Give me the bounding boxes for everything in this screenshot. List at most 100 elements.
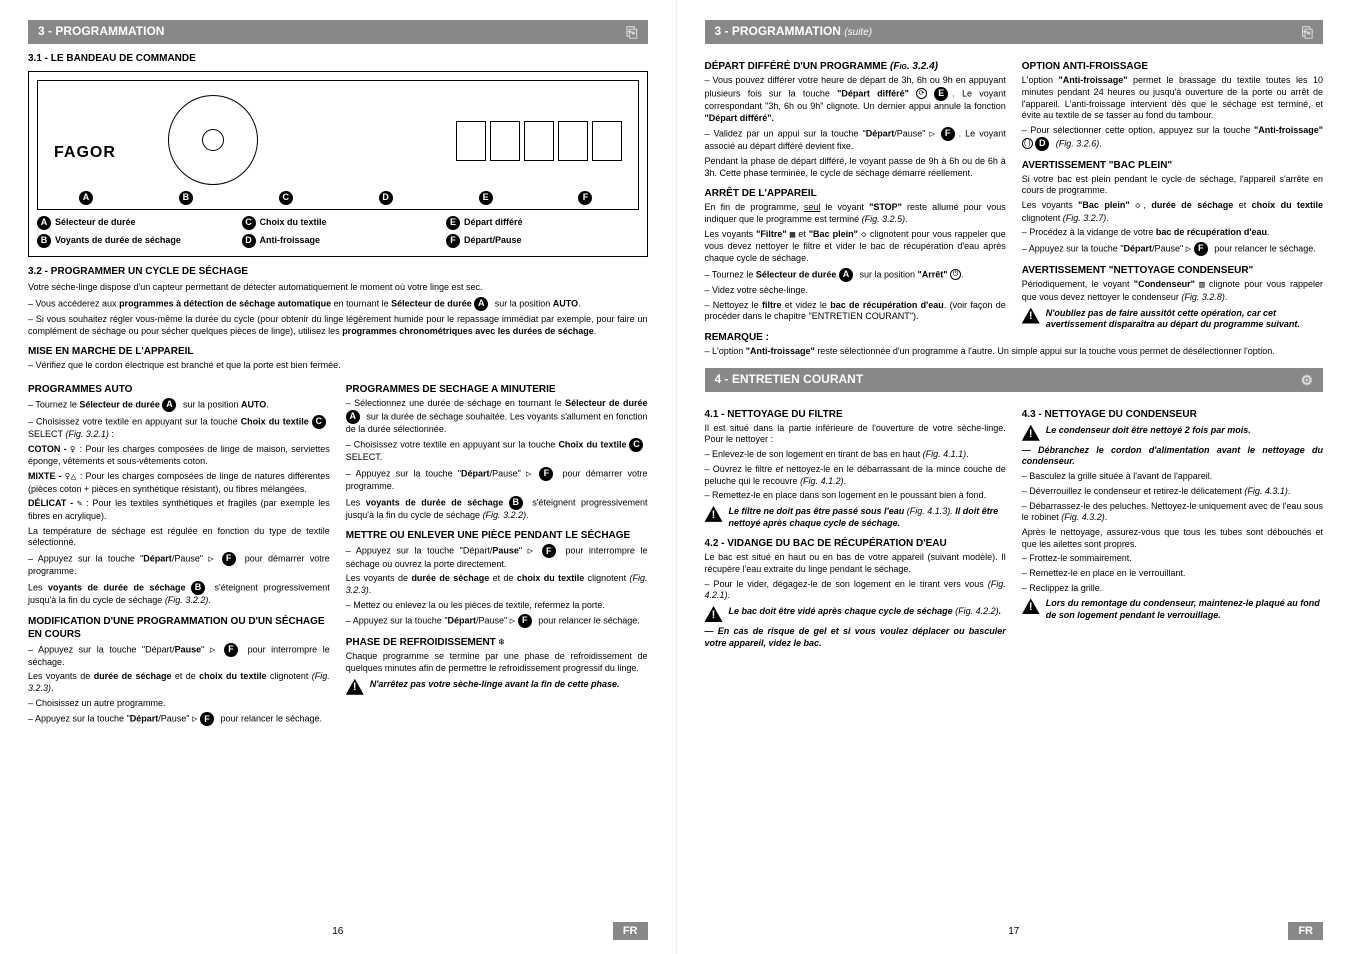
- p41-3: – Ouvrez le filtre et nettoyez-le en le …: [705, 464, 1006, 487]
- play-icon: ▷: [528, 547, 537, 557]
- button-cluster: [456, 121, 622, 161]
- piece-p2: Les voyants de durée de séchage et de ch…: [346, 573, 648, 596]
- anticrease-icon: ( ): [1022, 138, 1033, 149]
- cond-title: AVERTISSEMENT "NETTOYAGE CONDENSEUR": [1022, 264, 1323, 277]
- w43b: Lors du remontage du condenseur, mainten…: [1022, 598, 1323, 621]
- badge-c: C: [279, 191, 293, 205]
- cond-p1: Périodiquement, le voyant "Condenseur" ▥…: [1022, 279, 1323, 303]
- p42-3: — En cas de risque de gel et si vous vou…: [705, 626, 1006, 649]
- auto-title: PROGRAMMES AUTO: [28, 383, 330, 396]
- min-p3: – Appuyez sur la touche "Départ/Pause" ▷…: [346, 467, 648, 493]
- header-4-title: 4 - ENTRETIEN COURANT: [715, 372, 864, 388]
- legend-e: EDépart différé: [446, 216, 639, 230]
- duration-dial: [168, 95, 258, 185]
- bac-title: AVERTISSEMENT "BAC PLEIN": [1022, 159, 1323, 172]
- play-icon: ▷: [210, 645, 219, 655]
- min-p2: – Choisissez votre textile en appuyant s…: [346, 438, 648, 464]
- cond-warning: N'oubliez pas de faire aussitôt cette op…: [1022, 308, 1323, 331]
- maintenance-icon: ⚙: [1300, 371, 1313, 389]
- bac-p2: Les voyants "Bac plein" ◇, durée de séch…: [1022, 200, 1323, 224]
- badge-a-inline: A: [474, 297, 488, 311]
- legend-a: ASélecteur de durée: [37, 216, 230, 230]
- rem-title: REMARQUE :: [705, 331, 1006, 344]
- mixte: MIXTE - ♀△ : Pour les charges composées …: [28, 471, 330, 495]
- auto-p2: – Choisissez votre textile en appuyant s…: [28, 415, 330, 441]
- arr-p5: – Nettoyez le filtre et videz le bac de …: [705, 300, 1006, 323]
- right-two-col-2: 4.1 - NETTOYAGE DU FILTRE Il est situé d…: [705, 400, 1324, 653]
- power-icon: ⏻: [950, 269, 961, 280]
- badge-d: D: [379, 191, 393, 205]
- panel-btn: [558, 121, 588, 161]
- warning-icon: [1022, 308, 1040, 324]
- s4-col-r: 4.3 - NETTOYAGE DU CONDENSEUR Le condens…: [1022, 400, 1323, 653]
- legend-b: BVoyants de durée de séchage: [37, 234, 230, 248]
- snowflake-icon: ❄: [499, 637, 505, 648]
- header-3-right: 3 - PROGRAMMATION (suite) ⎘: [705, 20, 1324, 44]
- play-icon: ▷: [208, 555, 216, 565]
- ref-title: PHASE DE REFROIDISSEMENT ❄: [346, 636, 648, 649]
- left-col-r: PROGRAMMES DE SECHAGE A MINUTERIE – Séle…: [346, 375, 648, 730]
- mod-p3: – Choisissez un autre programme.: [28, 698, 330, 710]
- panel-btn: [592, 121, 622, 161]
- panel-btn: [456, 121, 486, 161]
- p41-1: Il est situé dans la partie inférieure d…: [705, 423, 1006, 446]
- t41: 4.1 - NETTOYAGE DU FILTRE: [705, 408, 1006, 421]
- mise-title: MISE EN MARCHE DE L'APPAREIL: [28, 345, 648, 358]
- piece-p1: – Appuyez sur la touche "Départ/Pause" ▷…: [346, 544, 648, 570]
- w43: Le condenseur doit être nettoyé 2 fois p…: [1022, 425, 1323, 441]
- warning-icon: [346, 679, 364, 695]
- mixte-icon: ♀△: [65, 472, 77, 482]
- anti-p1: L'option "Anti-froissage" permet le bras…: [1022, 75, 1323, 122]
- mod-p2: Les voyants de durée de séchage et de ch…: [28, 671, 330, 694]
- min-title: PROGRAMMES DE SECHAGE A MINUTERIE: [346, 383, 648, 396]
- footer-right: 17: [677, 925, 1351, 938]
- p42-2: – Pour le vider, dégagez-le de son logem…: [705, 579, 1006, 602]
- play-icon: ▷: [510, 617, 515, 627]
- warning-icon: [1022, 598, 1040, 614]
- legend-f: FDépart/Pause: [446, 234, 639, 248]
- piece-p3: – Mettez ou enlevez la ou les pièces de …: [346, 600, 648, 612]
- r-col-r: OPTION ANTI-FROISSAGE L'option "Anti-fro…: [1022, 52, 1323, 346]
- min-p1: – Sélectionnez une durée de séchage en t…: [346, 398, 648, 435]
- s32-bullet1: – Vous accéderez aux programmes à détect…: [28, 297, 648, 311]
- ref-p1: Chaque programme se termine par une phas…: [346, 651, 648, 674]
- s32-bullet2: – Si vous souhaitez régler vous-même la …: [28, 314, 648, 337]
- auto-p1: – Tournez le Sélecteur de durée A sur la…: [28, 398, 330, 412]
- left-col-l: PROGRAMMES AUTO – Tournez le Sélecteur d…: [28, 375, 330, 730]
- w41: Le filtre ne doit pas être passé sous l'…: [705, 506, 1006, 529]
- piece-title: METTRE OU ENLEVER UNE PIÈCE PENDANT LE S…: [346, 529, 648, 542]
- page-right: 3 - PROGRAMMATION (suite) ⎘ DÉPART DIFFÉ…: [676, 0, 1351, 954]
- badge-b: B: [179, 191, 193, 205]
- rem-p1: – L'option "Anti-froissage" reste sélect…: [705, 346, 1324, 358]
- p43-1: — Débranchez le cordon d'alimentation av…: [1022, 445, 1323, 468]
- delay-icon: ⟳: [916, 88, 927, 99]
- anti-title: OPTION ANTI-FROISSAGE: [1022, 60, 1323, 73]
- panel-letter-row: A B C D E F: [38, 191, 638, 205]
- p43-3: – Déverrouillez le condenseur et retirez…: [1022, 486, 1323, 498]
- legend-c: CChoix du textile: [242, 216, 435, 230]
- arr-p3: – Tournez le Sélecteur de durée A sur la…: [705, 268, 1006, 282]
- legend-d: DAnti-froissage: [242, 234, 435, 248]
- control-panel-diagram: FAGOR A B C D E F: [37, 80, 639, 210]
- ref-warning: N'arrêtez pas votre sèche-linge avant la…: [346, 679, 648, 695]
- p43-2: – Basculez la grille située à l'avant de…: [1022, 471, 1323, 483]
- t43: 4.3 - NETTOYAGE DU CONDENSEUR: [1022, 408, 1323, 421]
- dd-title: DÉPART DIFFÉRÉ D'UN PROGRAMME (Fig. 3.2.…: [705, 60, 1006, 73]
- panel-btn: [524, 121, 554, 161]
- mise-p: – Vérifiez que le cordon électrique est …: [28, 360, 648, 372]
- page-left: 3 - PROGRAMMATION ⎘ 3.1 - LE BANDEAU DE …: [0, 0, 676, 954]
- washer-icon: ⎘: [1302, 23, 1313, 41]
- piece-p4: – Appuyez sur la touche "Départ/Pause" ▷…: [346, 614, 648, 628]
- badge-a: A: [79, 191, 93, 205]
- play-icon: ▷: [526, 469, 534, 479]
- p41-2: – Enlevez-le de son logement en tirant d…: [705, 449, 1006, 461]
- s32-intro: Votre sèche-linge dispose d'un capteur p…: [28, 282, 648, 294]
- min-p4: Les voyants de durée de séchage B s'étei…: [346, 496, 648, 522]
- s32-title: 3.2 - PROGRAMMER UN CYCLE DE SÉCHAGE: [28, 265, 648, 278]
- badge-f: F: [578, 191, 592, 205]
- arr-p4: – Videz votre sèche-linge.: [705, 285, 1006, 297]
- temp-p: La température de séchage est régulée en…: [28, 526, 330, 549]
- coton: COTON - ♀ : Pour les charges composées d…: [28, 444, 330, 468]
- footer-left: 16: [0, 925, 676, 938]
- arr-p2: Les voyants "Filtre" ▦ et "Bac plein" ◇ …: [705, 229, 1006, 265]
